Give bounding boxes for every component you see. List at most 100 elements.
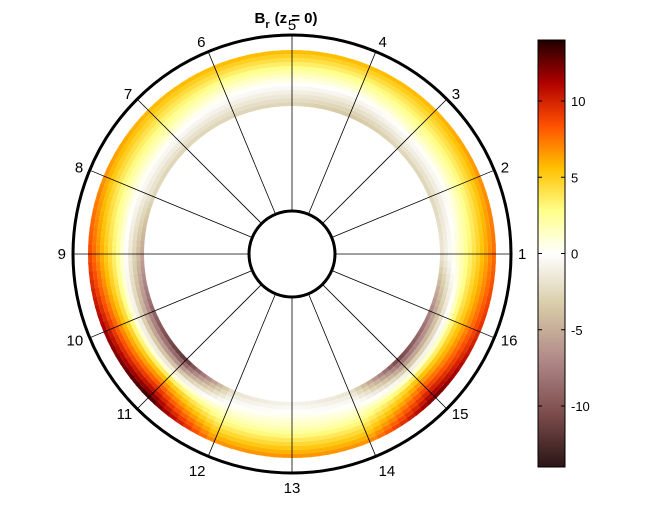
heatmap-cell bbox=[102, 195, 109, 206]
heatmap-cell bbox=[299, 433, 310, 438]
heatmap-cell bbox=[457, 274, 463, 284]
heatmap-cell bbox=[132, 233, 138, 242]
heatmap-cell bbox=[117, 156, 126, 167]
heatmap-cell bbox=[445, 142, 454, 153]
heatmap-cell bbox=[138, 130, 148, 141]
heatmap-cell bbox=[357, 65, 369, 73]
heatmap-cell bbox=[403, 89, 414, 99]
heatmap-cell bbox=[126, 282, 133, 292]
heatmap-cell bbox=[153, 183, 161, 193]
heatmap-cell bbox=[204, 402, 214, 411]
heatmap-cell bbox=[340, 403, 350, 411]
heatmap-cell bbox=[430, 171, 438, 181]
heatmap-cell bbox=[483, 235, 488, 246]
heatmap-cell bbox=[373, 405, 384, 414]
heatmap-cell bbox=[426, 317, 434, 327]
heatmap-cell bbox=[88, 236, 93, 247]
heatmap-cell bbox=[459, 198, 466, 209]
heatmap-cell bbox=[454, 313, 462, 323]
heatmap-cell bbox=[382, 405, 392, 414]
heatmap-cell bbox=[375, 86, 386, 95]
heatmap-cell bbox=[111, 346, 120, 358]
heatmap-cell bbox=[121, 275, 127, 286]
heatmap-cell bbox=[142, 366, 152, 376]
heatmap-cell bbox=[244, 78, 254, 85]
heatmap-cell bbox=[166, 86, 178, 97]
heatmap-cell bbox=[128, 239, 133, 249]
heatmap-cell bbox=[330, 103, 339, 110]
heatmap-cell bbox=[276, 86, 285, 91]
heatmap-cell bbox=[415, 394, 426, 405]
heatmap-cell bbox=[454, 289, 461, 299]
heatmap-cell bbox=[237, 421, 248, 429]
heatmap-cell bbox=[379, 111, 389, 120]
heatmap-cell bbox=[450, 158, 459, 170]
heatmap-cell bbox=[282, 66, 292, 71]
heatmap-cell bbox=[438, 198, 445, 208]
heatmap-cell bbox=[391, 91, 403, 100]
heatmap-cell bbox=[136, 316, 144, 327]
heatmap-cell bbox=[292, 429, 302, 434]
heatmap-cell bbox=[153, 176, 161, 185]
heatmap-cell bbox=[364, 72, 375, 80]
heatmap-cell bbox=[222, 63, 234, 71]
heatmap-cell bbox=[125, 150, 134, 162]
heatmap-cell bbox=[471, 284, 478, 295]
heatmap-cell bbox=[257, 100, 266, 106]
heatmap-cell bbox=[290, 58, 301, 63]
heatmap-cell bbox=[311, 91, 321, 97]
heatmap-cell bbox=[442, 351, 452, 362]
heatmap-cell bbox=[342, 107, 352, 114]
heatmap-cell bbox=[333, 439, 345, 446]
heatmap-cell bbox=[437, 272, 443, 281]
heatmap-cell bbox=[139, 199, 146, 209]
heatmap-cell bbox=[267, 74, 277, 80]
heatmap-cell bbox=[129, 296, 136, 306]
heatmap-cell bbox=[102, 286, 109, 297]
heatmap-cell bbox=[448, 140, 458, 151]
heatmap-cell bbox=[275, 437, 286, 442]
heatmap-cell bbox=[112, 238, 117, 248]
heatmap-cell bbox=[121, 201, 128, 211]
angular-tick-label: 11 bbox=[117, 406, 133, 423]
heatmap-cell bbox=[437, 330, 446, 340]
heatmap-cell bbox=[354, 402, 365, 410]
heatmap-cell bbox=[444, 218, 450, 227]
heatmap-cell bbox=[475, 236, 480, 246]
heatmap-cell bbox=[234, 72, 245, 79]
heatmap-cell bbox=[284, 98, 292, 103]
heatmap-cell bbox=[319, 88, 329, 94]
heatmap-cell bbox=[318, 92, 328, 98]
heatmap-cell bbox=[262, 419, 272, 425]
heatmap-cell bbox=[430, 318, 438, 328]
heatmap-cell bbox=[107, 338, 116, 350]
heatmap-cell bbox=[349, 433, 361, 441]
heatmap-cell bbox=[375, 68, 387, 77]
heatmap-cell bbox=[209, 94, 220, 102]
heatmap-cell bbox=[468, 309, 476, 320]
heatmap-cell bbox=[424, 380, 435, 390]
heatmap-cell bbox=[310, 103, 319, 109]
heatmap-cell bbox=[117, 223, 123, 233]
heatmap-cell bbox=[249, 441, 260, 448]
heatmap-cell bbox=[202, 406, 212, 415]
colorbar-tick-label: -10 bbox=[571, 399, 590, 414]
heatmap-cell bbox=[192, 94, 202, 103]
heatmap-cell bbox=[335, 108, 344, 115]
heatmap-cell bbox=[281, 54, 292, 59]
heatmap-cell bbox=[348, 430, 359, 438]
angular-gridline bbox=[331, 169, 495, 238]
heatmap-cell bbox=[374, 118, 384, 127]
heatmap-cell bbox=[122, 350, 131, 361]
heatmap-cell bbox=[267, 432, 278, 438]
heatmap-cell bbox=[393, 407, 404, 416]
heatmap-cell bbox=[200, 76, 211, 85]
heatmap-cell bbox=[450, 209, 457, 219]
heatmap-cell bbox=[130, 375, 140, 387]
heatmap-cell bbox=[433, 168, 442, 179]
heatmap-cell bbox=[125, 338, 134, 350]
heatmap-cell bbox=[440, 279, 446, 288]
heatmap-cell bbox=[230, 60, 242, 68]
heatmap-cell bbox=[151, 140, 161, 151]
heatmap-cell bbox=[444, 325, 453, 336]
